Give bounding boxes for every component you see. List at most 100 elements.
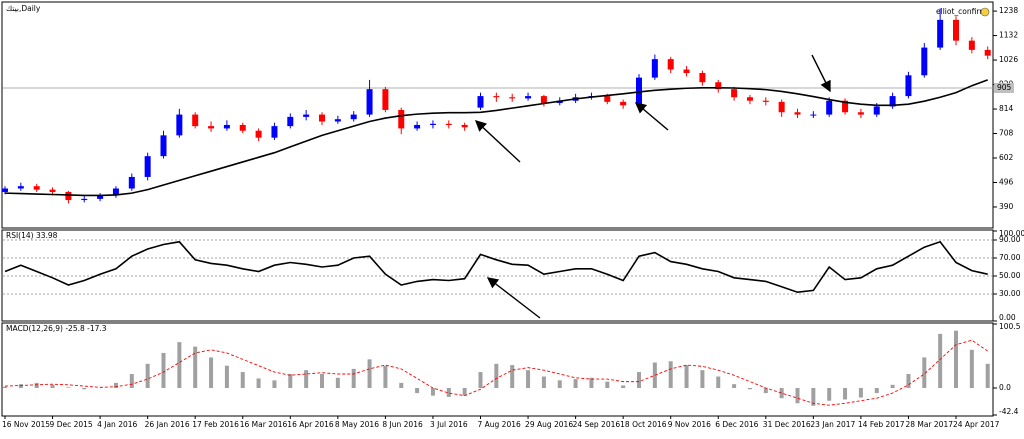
y-tick-label: 50.00 xyxy=(999,271,1021,280)
candle-body xyxy=(176,114,183,136)
macd-bar xyxy=(113,382,118,388)
candle-body xyxy=(525,96,532,99)
x-tick-label: 8 Jun 2016 xyxy=(382,420,423,429)
macd-bar xyxy=(3,386,7,388)
x-tick-label: 24 Sep 2016 xyxy=(573,420,621,429)
x-tick-label: 14 Feb 2017 xyxy=(858,420,905,429)
macd-bar xyxy=(430,387,435,396)
macd-bar xyxy=(383,365,388,388)
candle-body xyxy=(461,124,468,128)
macd-bar xyxy=(50,384,55,388)
macd-bar xyxy=(985,363,990,388)
candle-body xyxy=(968,40,975,50)
candle-body xyxy=(857,112,864,115)
y-tick-label: 1238 xyxy=(999,6,1018,15)
candle-body xyxy=(746,97,753,101)
candle-body xyxy=(984,49,991,56)
macd-bar xyxy=(906,373,911,388)
x-tick-label: 4 Jan 2016 xyxy=(97,420,137,429)
macd-bar xyxy=(716,376,721,388)
macd-bar xyxy=(874,387,879,394)
macd-bar xyxy=(288,373,293,388)
x-tick-label: 24 Apr 2017 xyxy=(953,420,1000,429)
candle-body xyxy=(715,82,722,90)
x-tick-label: 9 Dec 2015 xyxy=(50,420,93,429)
macd-bar xyxy=(700,370,705,388)
macd-bar xyxy=(573,379,578,388)
candle-body xyxy=(255,130,262,138)
x-tick-label: 26 Jan 2016 xyxy=(145,420,190,429)
candle-body xyxy=(160,135,167,157)
macd-label: MACD(12,26,9) -25.8 -17.3 xyxy=(6,324,107,333)
x-tick-label: 6 Dec 2016 xyxy=(715,420,758,429)
candle-body xyxy=(319,114,325,122)
candle-body xyxy=(398,109,405,129)
candle-body xyxy=(49,189,56,192)
macd-bar xyxy=(240,372,245,388)
macd-bar xyxy=(272,380,277,388)
y-tick-label: 90.00 xyxy=(999,235,1021,244)
candle-body xyxy=(350,114,357,120)
macd-bar xyxy=(969,349,974,388)
x-tick-label: 16 Mar 2016 xyxy=(240,420,288,429)
macd-bar xyxy=(129,373,134,388)
candle-body xyxy=(112,188,119,196)
x-tick-label: 28 Mar 2017 xyxy=(905,420,953,429)
macd-bar xyxy=(763,387,768,394)
y-tick-label: 602 xyxy=(999,153,1014,162)
candle-body xyxy=(414,124,421,129)
macd-bar xyxy=(954,330,958,388)
macd-bar xyxy=(747,387,752,390)
candle-body xyxy=(651,59,658,78)
candle-body xyxy=(889,96,896,107)
macd-bar xyxy=(637,372,641,388)
y-tick-label: 814 xyxy=(999,104,1014,113)
price-pane xyxy=(1,1,994,229)
y-tick-label: 100.00 xyxy=(999,229,1024,238)
y-tick-label: 100.5 xyxy=(999,322,1021,331)
macd-bar xyxy=(351,368,356,388)
candle-body xyxy=(97,195,104,199)
y-tick-label: 1026 xyxy=(999,55,1018,64)
y-tick-label: 1132 xyxy=(999,31,1018,40)
x-tick-label: 31 Dec 2016 xyxy=(763,420,811,429)
candle-body xyxy=(604,96,611,102)
macd-bar xyxy=(224,365,229,388)
y-tick-label: 70.00 xyxy=(999,253,1021,262)
candle-body xyxy=(239,124,246,131)
symbol-label: بيتك,Daily xyxy=(6,4,41,13)
macd-bar xyxy=(34,382,39,388)
candle-body xyxy=(271,126,278,138)
macd-bar xyxy=(843,387,848,400)
macd-bar xyxy=(446,387,451,397)
macd-bar xyxy=(795,387,800,404)
x-tick-label: 8 May 2016 xyxy=(335,420,379,429)
moving-average xyxy=(4,79,988,197)
y-tick-label: 496 xyxy=(999,177,1014,186)
annotation-arrow xyxy=(634,102,669,131)
x-tick-label: 7 Aug 2016 xyxy=(478,420,521,429)
y-tick-label: -42.4 xyxy=(999,407,1019,416)
macd-bar xyxy=(462,387,467,396)
x-tick-label: 29 Aug 2016 xyxy=(525,420,573,429)
candle-body xyxy=(842,100,849,113)
macd-bar xyxy=(526,370,531,388)
candle-body xyxy=(683,69,690,73)
macd-bar xyxy=(890,384,895,388)
candle-body xyxy=(493,96,500,98)
candle-body xyxy=(287,116,294,127)
price-box xyxy=(994,83,1014,94)
macd-bar xyxy=(779,387,784,399)
macd-bar xyxy=(18,384,23,388)
candle-body xyxy=(667,59,674,70)
candle-body xyxy=(953,19,959,41)
candle-body xyxy=(445,123,452,125)
macd-bar xyxy=(161,352,166,388)
macd-bar xyxy=(320,373,324,388)
candle-body xyxy=(905,75,912,97)
candle-body xyxy=(33,186,40,190)
macd-bar xyxy=(621,385,626,388)
